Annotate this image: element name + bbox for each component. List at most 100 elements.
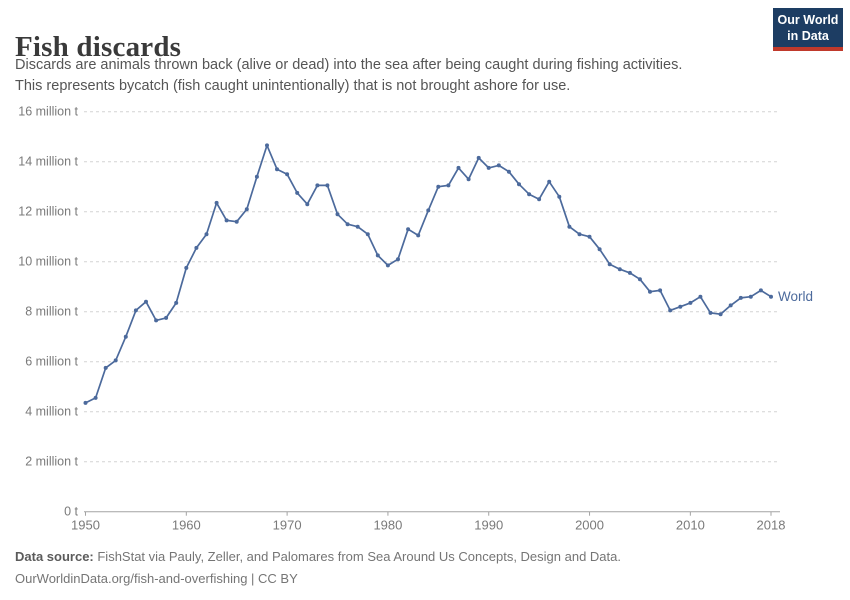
- x-tick-label: 2010: [676, 518, 705, 533]
- world-series-point[interactable]: [375, 253, 380, 258]
- world-series-point[interactable]: [315, 183, 320, 188]
- y-tick-label: 2 million t: [25, 455, 78, 469]
- world-series-point[interactable]: [355, 224, 360, 229]
- world-series-point[interactable]: [184, 265, 189, 270]
- world-series-point[interactable]: [83, 400, 88, 405]
- world-series-point[interactable]: [174, 300, 179, 305]
- world-series-point[interactable]: [335, 212, 340, 217]
- x-tick-label: 1990: [474, 518, 503, 533]
- world-series-point[interactable]: [658, 288, 663, 293]
- footer-datasource: Data source: FishStat via Pauly, Zeller,…: [15, 546, 621, 568]
- world-series-point[interactable]: [557, 194, 562, 199]
- world-series-point[interactable]: [597, 247, 602, 252]
- world-series-point[interactable]: [436, 184, 441, 189]
- x-tick-label: 1970: [273, 518, 302, 533]
- world-series-point[interactable]: [486, 165, 491, 170]
- world-series-point[interactable]: [446, 183, 451, 188]
- y-tick-label: 10 million t: [18, 255, 78, 269]
- world-series-point[interactable]: [668, 308, 673, 313]
- world-series-point[interactable]: [385, 263, 390, 268]
- world-series-point[interactable]: [144, 299, 148, 304]
- world-series-point[interactable]: [396, 257, 400, 262]
- y-tick-label: 8 million t: [25, 305, 78, 319]
- world-series-point[interactable]: [627, 270, 632, 275]
- page-title: Fish discards: [15, 31, 182, 64]
- world-series-point[interactable]: [607, 262, 612, 267]
- world-series-point[interactable]: [688, 300, 693, 305]
- world-series-point[interactable]: [305, 202, 310, 207]
- world-series-point[interactable]: [496, 163, 501, 168]
- subtitle-line-2: This represents bycatch (fish caught uni…: [15, 77, 571, 94]
- subtitle-line-1: Discards are animals thrown back (alive …: [15, 57, 683, 73]
- y-tick-label: 0 t: [64, 505, 78, 519]
- world-series-point[interactable]: [93, 395, 98, 400]
- world-series-point[interactable]: [547, 179, 552, 184]
- world-series-point[interactable]: [617, 267, 622, 272]
- world-series-point[interactable]: [406, 227, 411, 232]
- x-tick-label: 1950: [71, 518, 100, 533]
- world-series-line[interactable]: [84, 144, 772, 404]
- world-series-point[interactable]: [738, 295, 743, 300]
- world-series-point[interactable]: [426, 208, 431, 213]
- page-subtitle: Discards are animals thrown back (alive …: [15, 55, 755, 96]
- world-series-point[interactable]: [325, 183, 330, 188]
- world-series-point[interactable]: [506, 169, 511, 174]
- world-series-point[interactable]: [265, 143, 269, 148]
- world-series-point[interactable]: [678, 304, 683, 309]
- world-series-point[interactable]: [587, 234, 592, 239]
- world-series-point[interactable]: [577, 232, 582, 237]
- y-tick-label: 6 million t: [25, 355, 78, 369]
- world-series-point[interactable]: [154, 318, 159, 323]
- world-series-point[interactable]: [123, 334, 128, 339]
- x-tick-label: 2000: [575, 518, 604, 533]
- owid-logo[interactable]: Our World in Data: [773, 8, 843, 51]
- world-series-label[interactable]: World: [778, 289, 813, 304]
- world-series-point[interactable]: [769, 294, 773, 299]
- world-series-point[interactable]: [113, 358, 118, 363]
- world-series-point[interactable]: [194, 245, 199, 250]
- world-series-point[interactable]: [758, 288, 763, 293]
- y-tick-label: 14 million t: [18, 155, 78, 169]
- world-series-point[interactable]: [103, 365, 108, 370]
- y-tick-label: 4 million t: [25, 405, 78, 419]
- world-series-point[interactable]: [254, 174, 259, 179]
- x-tick-label: 1980: [373, 518, 402, 533]
- world-series-point[interactable]: [244, 207, 249, 212]
- world-series-point[interactable]: [476, 155, 481, 160]
- world-series-point[interactable]: [204, 232, 209, 237]
- world-series-point[interactable]: [214, 200, 219, 205]
- world-series-point[interactable]: [224, 218, 229, 223]
- world-series-point[interactable]: [567, 224, 572, 229]
- world-series-point[interactable]: [728, 303, 733, 308]
- world-series-point[interactable]: [234, 219, 239, 224]
- chart-footer: Data source: FishStat via Pauly, Zeller,…: [15, 546, 621, 590]
- world-series-point[interactable]: [345, 222, 350, 227]
- world-series-point[interactable]: [748, 294, 753, 299]
- world-series-point[interactable]: [637, 277, 642, 282]
- footer-license[interactable]: OurWorldinData.org/fish-and-overfishing …: [15, 571, 298, 587]
- world-series-point[interactable]: [275, 167, 279, 172]
- world-series-point[interactable]: [527, 192, 532, 197]
- world-series-point[interactable]: [648, 289, 652, 294]
- world-series-point[interactable]: [537, 197, 542, 202]
- world-series-point[interactable]: [164, 315, 169, 320]
- world-series-point[interactable]: [718, 312, 723, 317]
- world-series-point[interactable]: [416, 233, 421, 238]
- world-series-point[interactable]: [456, 165, 461, 170]
- world-series-point[interactable]: [698, 294, 703, 299]
- world-series-point[interactable]: [295, 190, 300, 195]
- world-series-point[interactable]: [517, 182, 521, 187]
- owid-logo-line-1: Our World: [777, 13, 839, 27]
- x-tick-label: 2018: [757, 518, 786, 533]
- world-series-point[interactable]: [365, 232, 370, 237]
- y-tick-label: 16 million t: [18, 105, 78, 119]
- world-series-point[interactable]: [708, 310, 713, 315]
- world-series-point[interactable]: [285, 172, 290, 177]
- world-series-point[interactable]: [466, 177, 471, 182]
- world-series-point[interactable]: [133, 308, 138, 313]
- footer-datasource-text: FishStat via Pauly, Zeller, and Palomare…: [93, 549, 621, 564]
- y-tick-label: 12 million t: [18, 205, 78, 219]
- owid-logo-line-2: in Data: [787, 28, 829, 43]
- footer-datasource-label: Data source:: [15, 549, 94, 564]
